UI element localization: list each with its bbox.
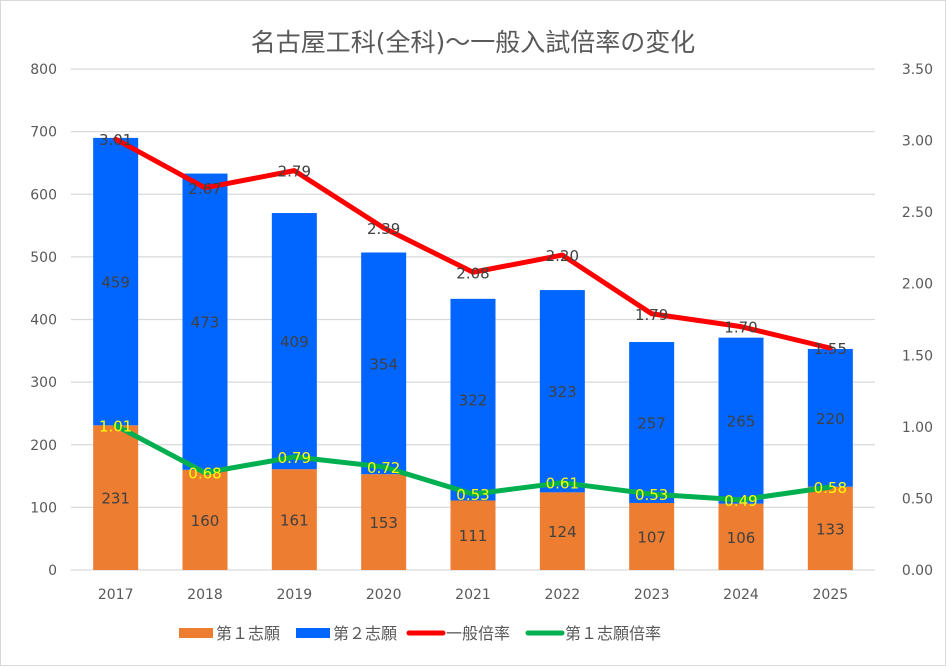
legend-item: 第１志願	[179, 624, 280, 643]
right-axis-tick-label: 0.50	[902, 491, 933, 507]
left-axis-tick-label: 700	[30, 125, 57, 141]
line-data-label: 0.79	[278, 449, 311, 467]
bar-data-label: 153	[369, 514, 398, 532]
bar-data-label: 160	[191, 512, 220, 530]
bar-data-label: 322	[459, 392, 488, 410]
left-axis-tick-label: 100	[30, 500, 57, 516]
line-data-label: 1.55	[814, 340, 847, 358]
left-axis-tick-label: 0	[48, 563, 57, 579]
bar-data-label: 459	[101, 274, 130, 292]
x-axis-tick-label: 2019	[277, 587, 313, 603]
legend-label: 一般倍率	[446, 624, 510, 643]
legend-item: 第１志願倍率	[528, 624, 661, 643]
x-axis-tick-label: 2022	[545, 587, 581, 603]
line-data-label: 1.79	[635, 306, 668, 324]
line-data-label: 0.49	[724, 492, 757, 510]
left-axis-tick-label: 300	[30, 375, 57, 391]
bar-data-label: 473	[191, 314, 220, 332]
bar-data-label: 265	[727, 413, 756, 431]
bar-data-label: 323	[548, 383, 577, 401]
legend-label: 第１志願	[216, 624, 280, 643]
legend-label: 第２志願	[333, 624, 397, 643]
left-axis-ticks: 0 100 200 300 400 500 600 700 800	[30, 62, 57, 579]
line-data-label: 2.79	[278, 163, 311, 181]
bar-data-label: 106	[727, 529, 756, 547]
bar-data-label: 107	[637, 528, 666, 546]
line-data-label: 0.68	[188, 465, 221, 483]
bar-data-label: 161	[280, 512, 309, 530]
right-axis-tick-label: 2.00	[902, 277, 933, 293]
x-axis-tick-label: 2020	[366, 587, 402, 603]
left-axis-tick-label: 400	[30, 313, 57, 329]
bar-data-label: 257	[637, 415, 666, 433]
x-axis-ticks: 2017 2018 2019 2020 2021 2022 2023 2024 2025	[98, 587, 848, 603]
line-data-label: 0.53	[456, 486, 489, 504]
line-data-label: 0.58	[814, 479, 847, 497]
bar-data-label: 354	[369, 355, 398, 373]
x-axis-tick-label: 2024	[723, 587, 759, 603]
right-axis-tick-label: 3.50	[902, 62, 933, 78]
right-axis-tick-label: 3.00	[902, 134, 933, 150]
chart-title: 名古屋工科(全科)〜一般入試倍率の変化	[251, 28, 696, 57]
line-data-label: 0.61	[546, 475, 579, 493]
line-data-label: 3.01	[99, 131, 132, 149]
x-axis-tick-label: 2023	[634, 587, 670, 603]
left-axis-tick-label: 200	[30, 438, 57, 454]
bar-data-label: 133	[816, 520, 845, 538]
legend-swatch	[296, 628, 330, 638]
bar-data-label: 231	[101, 490, 130, 508]
left-axis-tick-label: 800	[30, 62, 57, 78]
legend-swatch	[179, 628, 213, 638]
line-data-label: 2.67	[188, 180, 221, 198]
legend-label: 第１志願倍率	[565, 624, 661, 643]
line-data-label: 2.20	[546, 247, 579, 265]
left-axis-tick-label: 500	[30, 250, 57, 266]
right-axis-tick-label: 2.50	[902, 205, 933, 221]
bar-data-label: 124	[548, 523, 577, 541]
left-axis-tick-label: 600	[30, 187, 57, 203]
line-data-label: 0.72	[367, 459, 400, 477]
right-axis-tick-label: 0.00	[902, 563, 933, 579]
right-axis-ticks: 0.00 0.50 1.00 1.50 2.00 2.50 3.00 3.50	[902, 62, 933, 579]
x-axis-tick-label: 2025	[813, 587, 849, 603]
legend-item: 一般倍率	[409, 624, 510, 643]
x-axis-tick-label: 2018	[187, 587, 223, 603]
legend-item: 第２志願	[296, 624, 397, 643]
line-data-label: 1.70	[724, 319, 757, 337]
right-axis-tick-label: 1.00	[902, 420, 933, 436]
bar-data-label: 220	[816, 410, 845, 428]
bar-data-label: 409	[280, 333, 309, 351]
x-axis-tick-label: 2021	[455, 587, 491, 603]
line-data-label: 0.53	[635, 486, 668, 504]
bar-data-label: 111	[459, 527, 488, 545]
line-data-label: 2.08	[456, 264, 489, 282]
legend: 第１志願 第２志願 一般倍率 第１志願倍率	[179, 624, 661, 643]
line-data-label: 1.01	[99, 417, 132, 435]
x-axis-tick-label: 2017	[98, 587, 134, 603]
line-data-label: 2.39	[367, 220, 400, 238]
right-axis-tick-label: 1.50	[902, 348, 933, 364]
